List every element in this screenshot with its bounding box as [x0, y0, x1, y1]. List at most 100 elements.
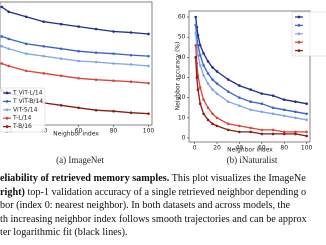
y-tick-label: 10 — [178, 114, 186, 121]
point — [129, 111, 133, 114]
point — [215, 124, 219, 128]
subcaption: (a) ImageNet — [56, 155, 104, 165]
legend-marker — [297, 40, 301, 44]
series-line — [195, 57, 307, 137]
point — [226, 78, 230, 81]
point — [147, 81, 150, 85]
point — [194, 23, 198, 27]
point — [249, 130, 252, 134]
point — [112, 62, 115, 65]
point — [196, 88, 200, 91]
point — [294, 132, 297, 136]
point — [59, 57, 63, 60]
legend-label: ViT-S/14 — [13, 106, 38, 113]
point — [206, 72, 210, 75]
point — [226, 122, 230, 126]
point — [211, 78, 214, 81]
point — [94, 108, 98, 112]
point — [215, 92, 219, 95]
x-tick-label: 80 — [110, 128, 118, 135]
caption-text: This plot visualizes the ImageNe — [169, 173, 306, 184]
point — [129, 31, 133, 34]
axes-frame — [188, 10, 311, 143]
point — [294, 116, 297, 120]
point — [0, 62, 4, 65]
point — [147, 32, 150, 36]
point — [294, 130, 297, 134]
point — [215, 70, 219, 73]
point — [282, 98, 286, 101]
caption-text: bor (index 0: nearest neighbor). In both… — [0, 200, 290, 212]
point — [24, 42, 28, 46]
legend-label: T ViT-L/14 — [12, 90, 43, 97]
point — [77, 25, 80, 28]
point — [77, 59, 80, 63]
point — [211, 66, 214, 69]
point — [42, 44, 45, 48]
point — [198, 43, 202, 47]
series-line — [195, 33, 307, 121]
point — [282, 132, 286, 136]
point — [238, 104, 241, 108]
point — [260, 132, 264, 136]
point — [206, 106, 210, 110]
x-axis-label: Neighbor index — [53, 131, 99, 138]
point — [260, 128, 264, 132]
point — [202, 64, 205, 67]
x-tick-label: 40 — [236, 145, 244, 152]
point — [198, 54, 202, 57]
point — [202, 52, 205, 55]
legend-marker — [297, 32, 301, 36]
point — [59, 104, 63, 107]
point — [147, 112, 150, 115]
legend-marker — [297, 49, 301, 52]
point — [249, 100, 252, 103]
point — [0, 35, 4, 38]
caption-line: ter logarithmic fit (black lines). — [0, 226, 128, 239]
point — [194, 15, 198, 19]
point — [0, 5, 4, 9]
caption-text: top-1 validation accuracy of a single re… — [24, 186, 307, 198]
point — [226, 100, 230, 103]
point — [42, 72, 45, 75]
point — [294, 110, 297, 114]
point — [249, 126, 252, 130]
point — [305, 112, 308, 116]
legend-marker — [5, 91, 9, 95]
legend-label: T ViT-B/14 — [12, 98, 43, 105]
series-line — [195, 45, 307, 133]
point — [238, 84, 241, 87]
legend-box — [0, 87, 46, 133]
series-line — [1, 6, 149, 35]
point — [305, 130, 308, 134]
legend-label: T-L/14 — [12, 115, 31, 122]
point — [215, 116, 219, 120]
x-tick-label: 60 — [75, 128, 83, 135]
legend-marker — [5, 100, 9, 103]
caption-line: right) top-1 validation accuracy of a si… — [0, 186, 306, 199]
point — [77, 76, 80, 80]
y-tick-label: 20 — [178, 94, 186, 101]
point — [305, 102, 308, 106]
point — [198, 86, 202, 89]
point — [129, 53, 133, 57]
point — [94, 27, 98, 31]
point — [202, 74, 205, 77]
point — [24, 52, 28, 55]
point — [211, 88, 214, 91]
subcaption: (b) iNaturalist — [227, 155, 278, 165]
axes-frame — [0, 1, 153, 126]
point — [202, 98, 205, 101]
point — [147, 64, 150, 68]
point — [24, 69, 28, 73]
point — [206, 118, 210, 122]
point — [305, 118, 308, 122]
legend-marker — [5, 108, 9, 112]
y-tick-label: 40 — [178, 54, 186, 61]
plot-area — [194, 15, 308, 138]
point — [195, 76, 199, 79]
series-line — [195, 25, 307, 115]
point — [305, 134, 308, 138]
point — [271, 128, 275, 132]
